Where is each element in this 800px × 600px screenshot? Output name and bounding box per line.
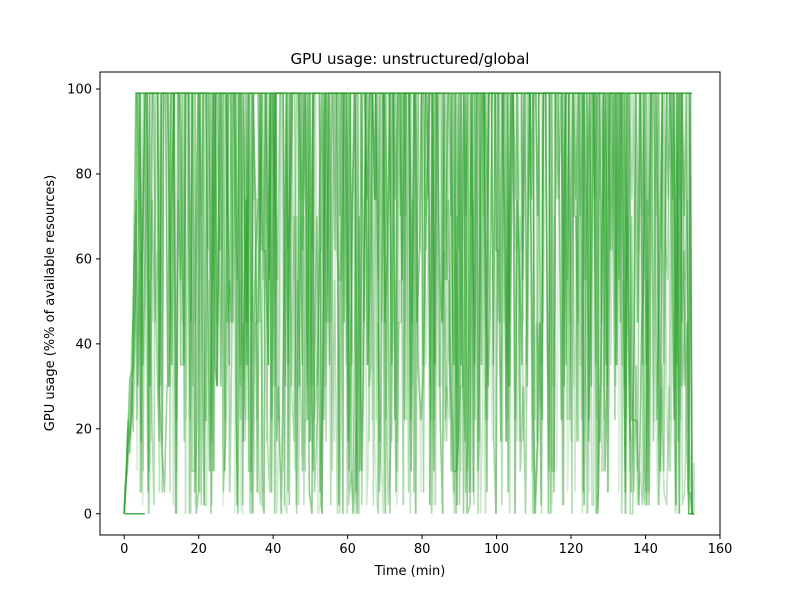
x-tick-label: 120 xyxy=(559,542,584,557)
x-axis: 0 20 40 60 80 100 120 140 160 xyxy=(120,535,732,557)
usage-trace xyxy=(123,92,694,515)
axes-frame xyxy=(99,71,721,536)
y-axis-label: GPU usage (%% of available resources) xyxy=(43,175,58,431)
x-tick-label: 160 xyxy=(708,542,733,557)
y-axis: 0 20 40 60 80 100 xyxy=(67,82,100,522)
x-tick-label: 80 xyxy=(414,542,431,557)
y-tick-label: 20 xyxy=(75,422,92,437)
plot-area xyxy=(123,92,695,515)
x-axis-label: Time (min) xyxy=(374,564,446,579)
x-tick-label: 60 xyxy=(339,542,356,557)
y-tick-label: 0 xyxy=(84,507,92,522)
x-tick-label: 100 xyxy=(484,542,509,557)
y-tick-label: 80 xyxy=(75,167,92,182)
x-tick-label: 40 xyxy=(265,542,282,557)
x-tick-label: 20 xyxy=(190,542,207,557)
y-tick-label: 40 xyxy=(75,337,92,352)
x-tick-label: 0 xyxy=(120,542,128,557)
x-tick-label: 140 xyxy=(633,542,658,557)
y-tick-label: 60 xyxy=(75,252,92,267)
chart-title: GPU usage: unstructured/global xyxy=(291,50,530,68)
y-tick-label: 100 xyxy=(67,82,92,97)
